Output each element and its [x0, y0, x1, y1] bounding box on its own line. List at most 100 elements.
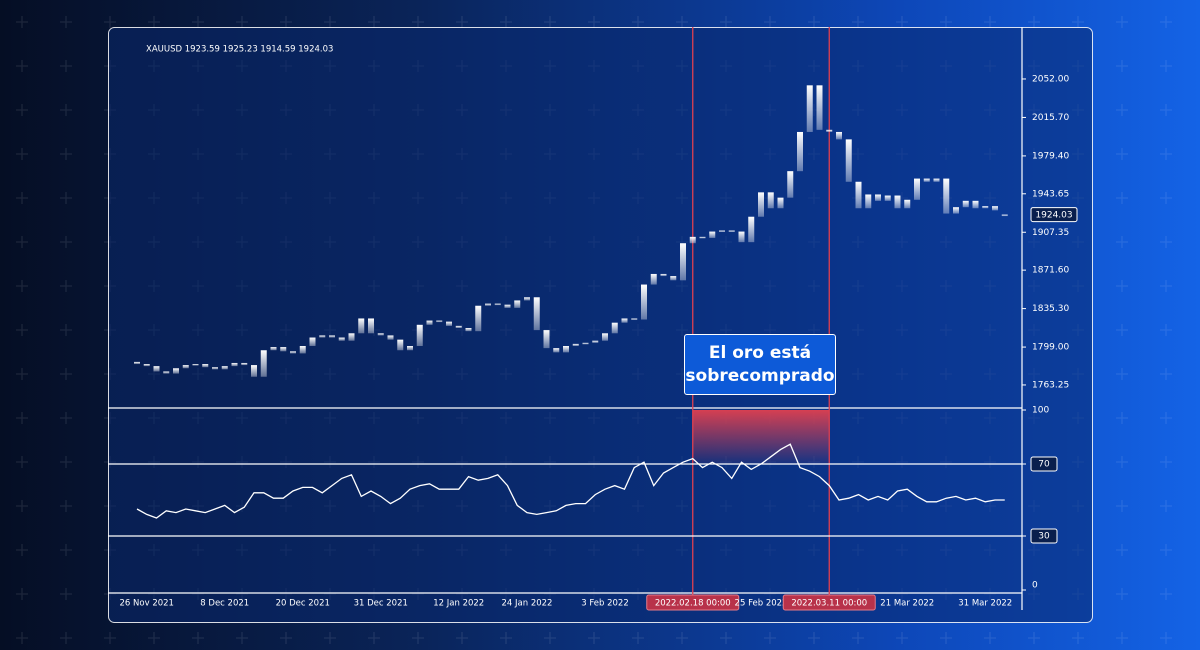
candle: [416, 324, 423, 347]
candle: [524, 297, 530, 301]
candle: [153, 366, 160, 372]
candle: [855, 181, 862, 209]
candle: [543, 330, 550, 349]
candle: [231, 362, 238, 367]
candle: [563, 346, 569, 353]
overbought-zone: [692, 410, 830, 464]
candle: [650, 273, 657, 285]
candle: [699, 236, 706, 239]
candle: [641, 284, 647, 320]
x-marker-box: [782, 594, 876, 611]
candle: [514, 300, 521, 308]
candle: [192, 364, 199, 366]
candle: [319, 335, 326, 338]
annotation: El oro está sobrecomprado: [684, 334, 836, 395]
x-tick-label: 8 Dec 2021: [200, 599, 249, 609]
x-tick-label: 26 Nov 2021: [120, 599, 174, 609]
x-tick-label: 31 Mar 2022: [958, 599, 1012, 609]
x-tick-label: 12 Jan 2022: [433, 599, 484, 609]
candle: [875, 194, 881, 201]
candle: [387, 335, 394, 340]
candle: [475, 305, 482, 332]
candle: [407, 346, 413, 351]
candle: [680, 243, 686, 281]
y-tick-label: 1835.30: [1032, 304, 1069, 314]
candle: [621, 318, 628, 323]
candle: [728, 230, 735, 233]
y-tick-label: 2015.70: [1032, 113, 1069, 123]
y-tick-label: 70: [1038, 460, 1050, 470]
candle: [426, 320, 433, 325]
candle: [182, 365, 189, 369]
y-tick-label: 1979.40: [1032, 151, 1069, 161]
candle: [436, 320, 443, 323]
rsi-line: [136, 443, 1005, 519]
y-tick-label: 100: [1032, 406, 1049, 416]
candle: [602, 333, 608, 341]
candle: [329, 335, 335, 338]
candle: [504, 304, 511, 308]
y-tick-label: 1871.60: [1032, 266, 1069, 276]
panel: [108, 27, 1093, 623]
x-tick-label: 24 Jan 2022: [502, 599, 553, 609]
candle: [631, 318, 638, 320]
candle: [260, 350, 267, 377]
candle: [738, 231, 745, 243]
candle: [397, 339, 404, 351]
candle: [309, 337, 316, 347]
x-tick-label: 3 Feb 2022: [581, 599, 629, 609]
y-tick-label: 0: [1032, 581, 1038, 591]
level-box: [1030, 456, 1058, 472]
candle: [270, 347, 277, 351]
candle: [358, 318, 365, 334]
candle: [719, 230, 725, 233]
candle: [953, 207, 959, 214]
x-marker-box: [646, 594, 740, 611]
candle: [572, 343, 579, 347]
candle: [884, 195, 891, 201]
candle: [368, 318, 374, 334]
candle: [797, 131, 803, 172]
candle: [748, 216, 755, 243]
candle: [592, 340, 599, 343]
candle: [787, 171, 794, 198]
ohlc-header: XAUUSD 1923.59 1925.23 1914.59 1924.03: [146, 45, 333, 55]
last-price-box: [1030, 207, 1078, 223]
candle: [173, 368, 179, 374]
candle: [767, 192, 774, 209]
x-tick-label: 20 Dec 2021: [276, 599, 330, 609]
candle: [290, 351, 296, 354]
candle: [348, 333, 355, 341]
y-tick-label: 1943.65: [1032, 189, 1069, 199]
candle: [816, 85, 823, 130]
candle: [241, 362, 248, 366]
candle: [962, 200, 969, 208]
candle: [377, 333, 384, 336]
last-price-label: 1924.03: [1035, 211, 1072, 221]
candle: [163, 371, 170, 374]
candle: [221, 366, 228, 370]
x-tick-label: 2022.03.11 00:00: [791, 599, 867, 609]
candle: [972, 200, 979, 209]
candle: [904, 199, 911, 209]
candle: [494, 303, 501, 306]
candle: [446, 321, 452, 326]
candle: [806, 85, 813, 132]
candle: [758, 192, 764, 217]
candle: [465, 327, 472, 332]
candle: [251, 365, 257, 377]
candle: [1001, 214, 1008, 217]
x-tick-label: 25 Feb 2022: [735, 599, 788, 609]
candle: [134, 361, 140, 365]
candle: [455, 325, 462, 328]
candle: [992, 206, 998, 211]
candle: [689, 236, 696, 244]
x-tick-label: 21 Mar 2022: [880, 599, 934, 609]
candle: [923, 178, 930, 182]
candle: [143, 364, 150, 367]
candle: [845, 139, 852, 182]
level-box: [1030, 528, 1058, 544]
candle: [836, 131, 842, 140]
y-tick-label: 30: [1038, 532, 1050, 542]
